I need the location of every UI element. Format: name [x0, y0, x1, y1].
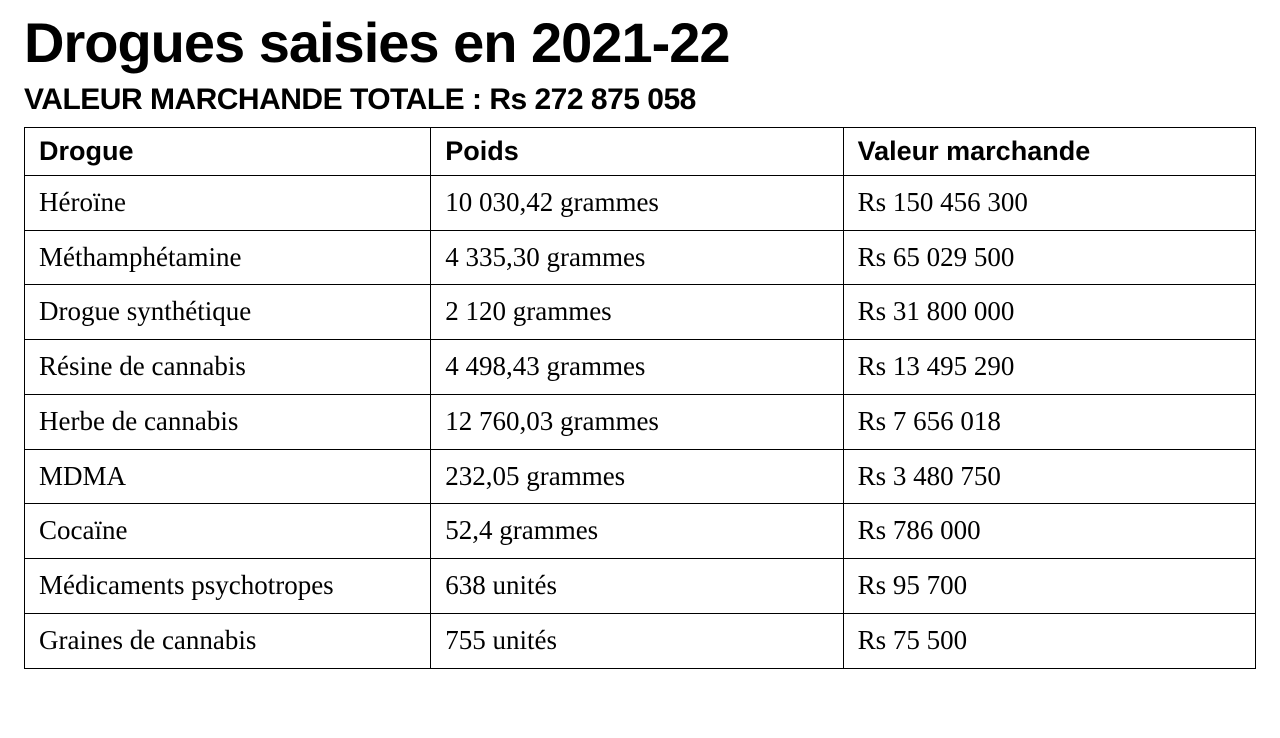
table-row: Graines de cannabis 755 unités Rs 75 500	[25, 613, 1256, 668]
cell-drug: MDMA	[25, 449, 431, 504]
cell-value: Rs 7 656 018	[843, 394, 1255, 449]
cell-value: Rs 95 700	[843, 559, 1255, 614]
cell-weight: 2 120 grammes	[431, 285, 843, 340]
cell-weight: 4 335,30 grammes	[431, 230, 843, 285]
cell-value: Rs 150 456 300	[843, 175, 1255, 230]
cell-drug: Héroïne	[25, 175, 431, 230]
table-row: MDMA 232,05 grammes Rs 3 480 750	[25, 449, 1256, 504]
table-row: Méthamphétamine 4 335,30 grammes Rs 65 0…	[25, 230, 1256, 285]
col-header-weight: Poids	[431, 127, 843, 175]
table-row: Herbe de cannabis 12 760,03 grammes Rs 7…	[25, 394, 1256, 449]
cell-weight: 638 unités	[431, 559, 843, 614]
cell-weight: 52,4 grammes	[431, 504, 843, 559]
col-header-value: Valeur marchande	[843, 127, 1255, 175]
table-row: Héroïne 10 030,42 grammes Rs 150 456 300	[25, 175, 1256, 230]
page-title: Drogues saisies en 2021-22	[24, 14, 1256, 73]
cell-drug: Médicaments psychotropes	[25, 559, 431, 614]
cell-drug: Résine de cannabis	[25, 340, 431, 395]
table-header-row: Drogue Poids Valeur marchande	[25, 127, 1256, 175]
cell-value: Rs 13 495 290	[843, 340, 1255, 395]
subtitle-total: VALEUR MARCHANDE TOTALE : Rs 272 875 058	[24, 83, 1256, 117]
cell-drug: Méthamphétamine	[25, 230, 431, 285]
cell-value: Rs 31 800 000	[843, 285, 1255, 340]
cell-weight: 755 unités	[431, 613, 843, 668]
cell-drug: Graines de cannabis	[25, 613, 431, 668]
cell-value: Rs 3 480 750	[843, 449, 1255, 504]
cell-weight: 12 760,03 grammes	[431, 394, 843, 449]
cell-weight: 10 030,42 grammes	[431, 175, 843, 230]
cell-drug: Cocaïne	[25, 504, 431, 559]
cell-value: Rs 75 500	[843, 613, 1255, 668]
page: Drogues saisies en 2021-22 VALEUR MARCHA…	[0, 0, 1280, 738]
cell-drug: Herbe de cannabis	[25, 394, 431, 449]
cell-drug: Drogue synthétique	[25, 285, 431, 340]
drug-seizure-table: Drogue Poids Valeur marchande Héroïne 10…	[24, 127, 1256, 669]
cell-value: Rs 786 000	[843, 504, 1255, 559]
cell-value: Rs 65 029 500	[843, 230, 1255, 285]
col-header-drug: Drogue	[25, 127, 431, 175]
cell-weight: 232,05 grammes	[431, 449, 843, 504]
table-row: Résine de cannabis 4 498,43 grammes Rs 1…	[25, 340, 1256, 395]
table-row: Médicaments psychotropes 638 unités Rs 9…	[25, 559, 1256, 614]
table-row: Drogue synthétique 2 120 grammes Rs 31 8…	[25, 285, 1256, 340]
table-row: Cocaïne 52,4 grammes Rs 786 000	[25, 504, 1256, 559]
cell-weight: 4 498,43 grammes	[431, 340, 843, 395]
table-body: Héroïne 10 030,42 grammes Rs 150 456 300…	[25, 175, 1256, 668]
